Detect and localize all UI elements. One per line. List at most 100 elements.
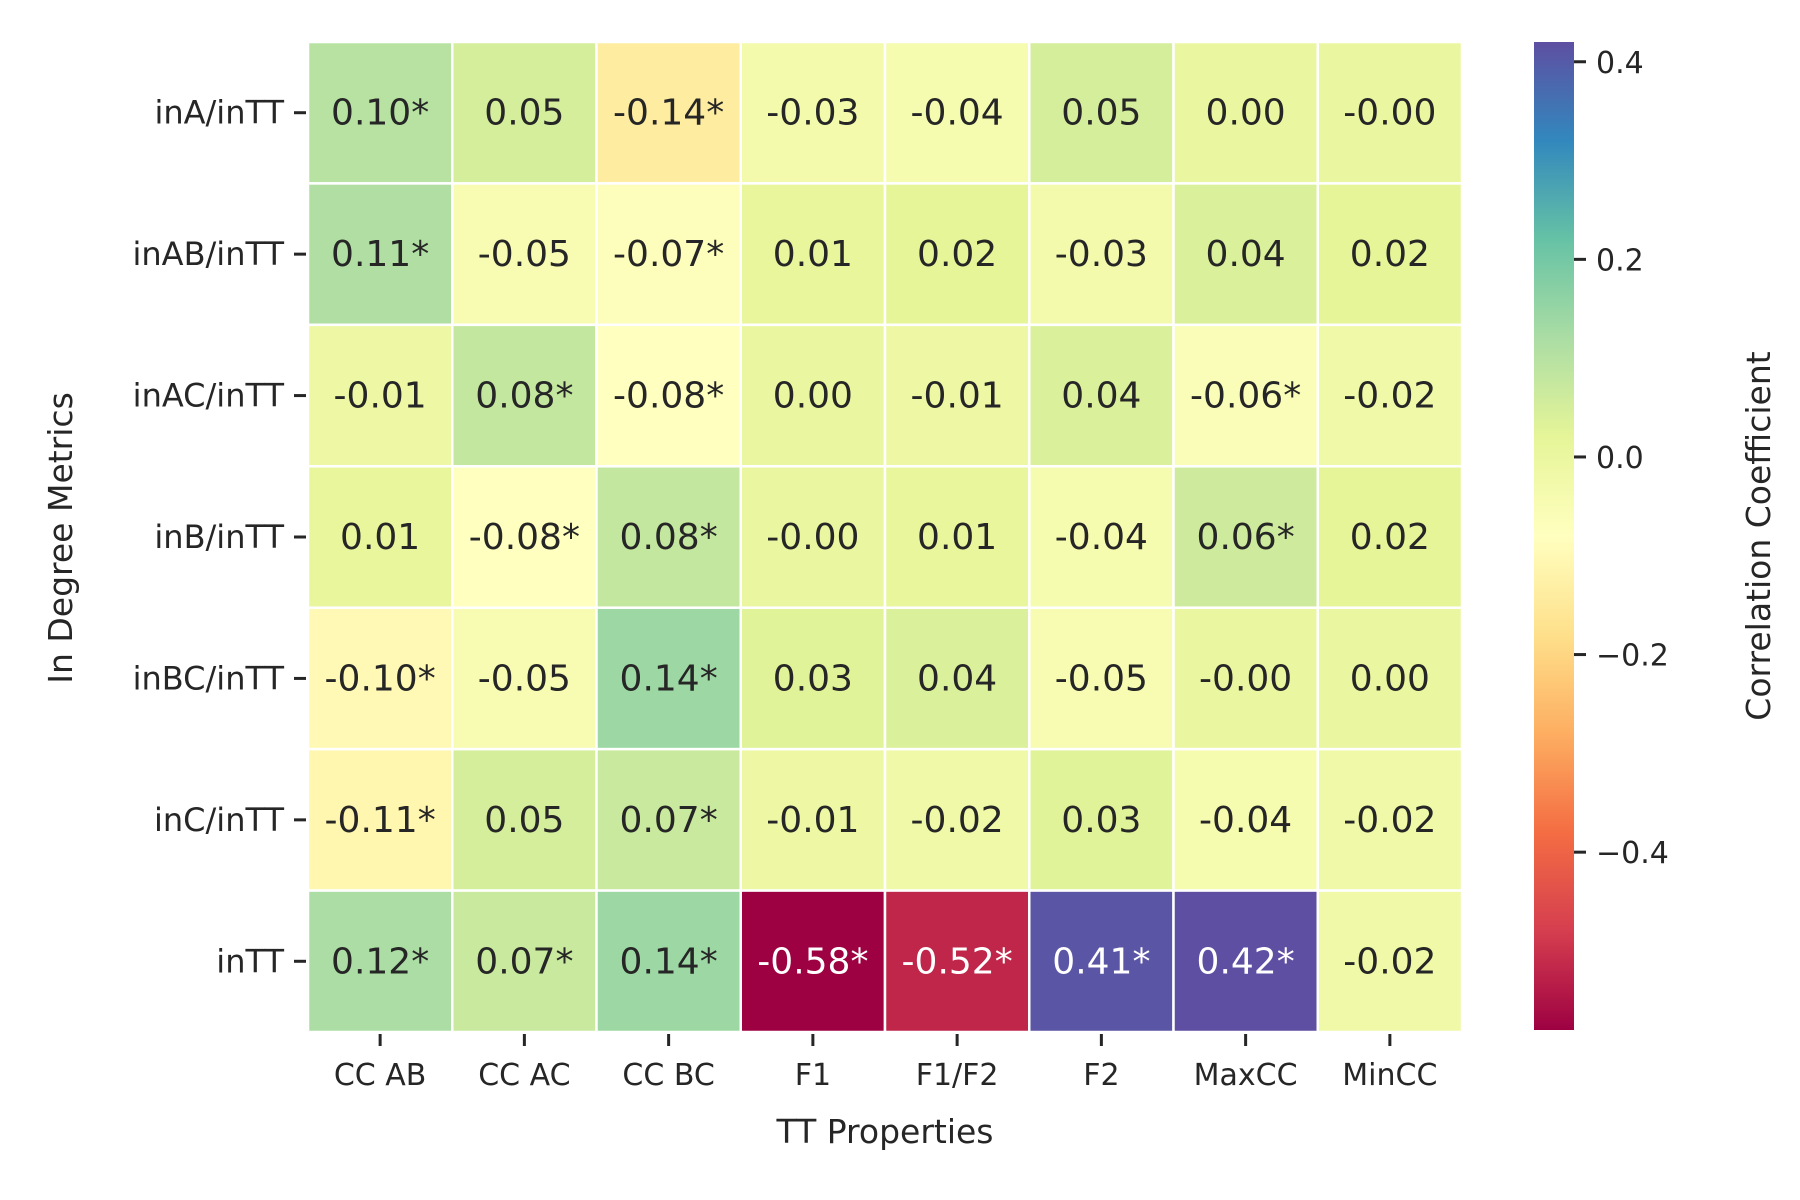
- cell-value-label: 0.01: [340, 517, 420, 558]
- heatmap-cell: [883, 747, 1031, 892]
- cell-value-label: -0.02: [1343, 376, 1436, 417]
- cell-value-label: 0.05: [1061, 93, 1141, 134]
- x-axis-title: TT Properties: [776, 1112, 994, 1151]
- cell-value-label: 0.01: [917, 517, 997, 558]
- heatmap-cell: [1028, 182, 1175, 327]
- x-tick-label: MaxCC: [1194, 1058, 1298, 1093]
- heatmap-cell: [1316, 889, 1464, 1034]
- cell-value-label: -0.08*: [613, 376, 724, 417]
- y-tick-label: inAB/inTT: [133, 235, 285, 273]
- y-tick-label: inTT: [216, 942, 284, 980]
- cell-value-label: -0.58*: [757, 941, 868, 982]
- cell-value-label: -0.07*: [613, 234, 724, 275]
- cell-value-label: 0.03: [1061, 800, 1141, 841]
- x-tick-label: CC AC: [478, 1058, 570, 1093]
- heatmap-cell: [883, 323, 1031, 468]
- x-tick-label: MinCC: [1342, 1058, 1437, 1093]
- colorbar-tick-label: 0.0: [1596, 441, 1644, 476]
- cell-value-label: 0.00: [1350, 658, 1430, 699]
- heatmap-cell: [739, 323, 887, 468]
- heatmap-cell: [883, 889, 1031, 1034]
- cell-value-label: -0.02: [911, 800, 1004, 841]
- heatmap-cell: [595, 323, 742, 468]
- x-tick-label: F2: [1083, 1058, 1119, 1093]
- cell-value-label: 0.04: [1061, 376, 1141, 417]
- cell-value-label: 0.14*: [620, 941, 718, 982]
- heatmap-cell: [1316, 606, 1464, 751]
- cell-value-label: -0.02: [1343, 941, 1436, 982]
- heatmap-cell: [451, 889, 598, 1034]
- y-tick-label: inAC/inTT: [133, 377, 285, 415]
- cell-value-label: -0.05: [478, 658, 571, 699]
- cell-value-label: 0.05: [484, 800, 564, 841]
- heatmap-cell: [1028, 747, 1175, 892]
- cell-value-label: -0.02: [1343, 800, 1436, 841]
- heatmap-cell: [451, 323, 598, 468]
- cell-value-label: 0.04: [1206, 234, 1286, 275]
- heatmap-cell: [1172, 747, 1319, 892]
- colorbar-ticks: 0.4 0.2 0.0 −0.2 −0.4: [1574, 46, 1669, 871]
- heatmap-cell: [306, 40, 454, 185]
- colorbar-label: Correlation Coefficient: [1739, 351, 1778, 720]
- cell-value-label: -0.08*: [469, 517, 580, 558]
- cell-value-label: -0.05: [1055, 658, 1148, 699]
- cell-value-label: -0.01: [766, 800, 859, 841]
- cell-value-label: -0.14*: [613, 93, 724, 134]
- heatmap-cell: [595, 889, 742, 1034]
- cell-value-label: -0.03: [766, 93, 859, 134]
- heatmap-cell: [1028, 40, 1175, 185]
- heatmap-cell: [595, 465, 742, 609]
- cell-value-label: -0.52*: [902, 941, 1013, 982]
- x-tick-label: CC AB: [334, 1058, 427, 1093]
- cell-value-label: -0.03: [1055, 234, 1148, 275]
- cell-value-label: 0.00: [773, 376, 853, 417]
- cell-value-label: 0.42*: [1197, 941, 1295, 982]
- y-tick-label: inBC/inTT: [133, 659, 285, 697]
- heatmap-cell: [739, 465, 887, 609]
- y-axis-title: In Degree Metrics: [41, 392, 80, 684]
- heatmap-cell: [1316, 40, 1464, 185]
- cell-value-label: 0.02: [1350, 234, 1430, 275]
- cell-value-label: 0.14*: [620, 658, 718, 699]
- heatmap-cell: [595, 40, 742, 185]
- heatmap-cell: [883, 606, 1031, 751]
- y-axis: inA/inTT inAB/inTT inAC/inTT inB/inTT inBC/i…: [133, 94, 306, 980]
- cell-value-label: 0.04: [917, 658, 997, 699]
- heatmap-cell: [739, 606, 887, 751]
- cell-value-label: 0.02: [1350, 517, 1430, 558]
- heatmap-cell: [595, 747, 742, 892]
- cell-value-label: -0.04: [1055, 517, 1148, 558]
- heatmap-cell: [1028, 889, 1175, 1034]
- heatmap-cell: [451, 747, 598, 892]
- heatmap-cell: [1172, 323, 1319, 468]
- colorbar: [1534, 42, 1574, 1030]
- cell-value-label: -0.00: [1343, 93, 1436, 134]
- cell-value-label: -0.11*: [325, 800, 436, 841]
- heatmap-cell: [306, 889, 454, 1034]
- cell-value-label: 0.06*: [1197, 517, 1295, 558]
- cell-value-label: 0.12*: [331, 941, 429, 982]
- x-tick-label: F1/F2: [916, 1058, 999, 1093]
- heatmap-cell: [1316, 182, 1464, 327]
- cell-value-label: -0.05: [478, 234, 571, 275]
- cell-value-label: -0.10*: [325, 658, 436, 699]
- cell-value-label: 0.41*: [1052, 941, 1150, 982]
- cell-value-label: 0.07*: [475, 941, 573, 982]
- y-tick-label: inB/inTT: [154, 518, 284, 556]
- heatmap-cell: [451, 40, 598, 185]
- y-tick-label: inA/inTT: [154, 94, 284, 132]
- heatmap-cell: [739, 182, 887, 327]
- heatmap-cell: [1172, 465, 1319, 609]
- colorbar-tick-label: −0.4: [1596, 836, 1669, 871]
- cell-value-label: -0.01: [334, 376, 427, 417]
- cell-value-label: 0.05: [484, 93, 564, 134]
- cell-value-label: -0.00: [766, 517, 859, 558]
- heatmap-cell: [883, 465, 1031, 609]
- cell-value-label: 0.11*: [331, 234, 429, 275]
- heatmap-cell: [1028, 323, 1175, 468]
- cell-value-label: 0.03: [773, 658, 853, 699]
- heatmap-cell: [1172, 606, 1319, 751]
- cell-value-label: -0.00: [1199, 658, 1292, 699]
- cell-value-label: 0.01: [773, 234, 853, 275]
- heatmap-cell: [451, 182, 598, 327]
